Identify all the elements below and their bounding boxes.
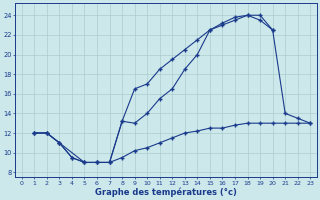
X-axis label: Graphe des températures (°c): Graphe des températures (°c) xyxy=(95,187,237,197)
